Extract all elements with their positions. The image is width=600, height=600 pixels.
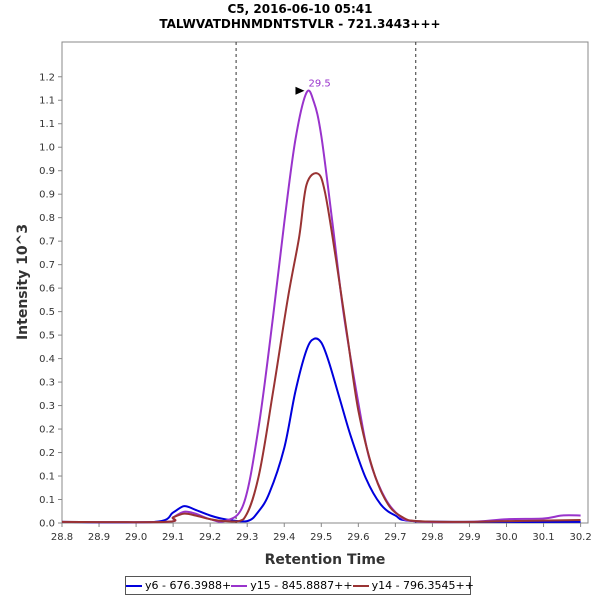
x-tick-label: 30.1 bbox=[532, 532, 554, 543]
legend-item-y6: y6 - 676.3988+ bbox=[126, 579, 231, 592]
x-tick-label: 29.1 bbox=[162, 532, 184, 543]
y-tick-label: 1.1 bbox=[39, 96, 55, 107]
x-tick-label: 30.0 bbox=[495, 532, 517, 543]
legend-item-y15: y15 - 845.8887++ bbox=[231, 579, 353, 592]
y-tick-label: 0.9 bbox=[39, 166, 55, 177]
y-axis: 0.0 0.1 0.1 0.2 0.2 0.3 0.3 0.4 0.5 0.5 0.6 0.7 0.7 0… bbox=[39, 72, 62, 530]
series-line-0 bbox=[61, 337, 581, 524]
y-tick-label: 0.3 bbox=[39, 378, 55, 389]
y-tick-label: 1.1 bbox=[39, 119, 55, 130]
x-tick-label: 28.9 bbox=[88, 532, 110, 543]
legend-label-y14: y14 - 796.3545++ bbox=[371, 579, 474, 592]
y-tick-label: 0.0 bbox=[39, 519, 55, 530]
y-tick-label: 1.0 bbox=[39, 143, 55, 154]
legend-label-y6: y6 - 676.3988+ bbox=[145, 579, 232, 592]
x-tick-label: 29.0 bbox=[125, 532, 147, 543]
y-tick-label: 0.2 bbox=[39, 448, 55, 459]
series-lines bbox=[61, 89, 581, 524]
series-line-2 bbox=[61, 172, 581, 524]
legend-label-y15: y15 - 845.8887++ bbox=[250, 579, 353, 592]
legend-swatch-y6 bbox=[126, 584, 142, 587]
x-tick-label: 29.5 bbox=[310, 532, 332, 543]
x-tick-label: 29.8 bbox=[421, 532, 443, 543]
plot-area bbox=[61, 41, 589, 524]
chart-title: C5, 2016-06-10 05:41 bbox=[227, 2, 372, 16]
y-tick-label: 1.2 bbox=[39, 72, 55, 83]
y-tick-label: 0.5 bbox=[39, 307, 55, 318]
x-axis: 28.8 28.9 29.0 29.1 29.2 29.3 29.4 29.5 29.6 29.7… bbox=[51, 523, 592, 543]
y-tick-label: 0.7 bbox=[39, 260, 55, 271]
y-tick-label: 0.5 bbox=[39, 331, 55, 342]
x-tick-label: 29.9 bbox=[458, 532, 480, 543]
x-tick-label: 29.4 bbox=[273, 532, 295, 543]
x-tick-label: 29.6 bbox=[347, 532, 369, 543]
y-tick-label: 0.7 bbox=[39, 237, 55, 248]
x-tick-label: 30.2 bbox=[569, 532, 591, 543]
peak-boundaries bbox=[235, 42, 417, 523]
y-tick-label: 0.1 bbox=[39, 495, 55, 506]
legend-swatch-y14 bbox=[352, 584, 369, 587]
y-tick-label: 0.2 bbox=[39, 425, 55, 436]
peak-marker-arrow bbox=[295, 86, 305, 95]
y-tick-label: 0.3 bbox=[39, 401, 55, 412]
y-tick-label: 0.9 bbox=[39, 190, 55, 201]
y-tick-label: 0.1 bbox=[39, 472, 55, 483]
y-tick-label: 0.4 bbox=[39, 354, 55, 365]
x-axis-label: Retention Time bbox=[265, 552, 386, 568]
legend-swatch-y15 bbox=[231, 584, 248, 587]
legend-item-y14: y14 - 796.3545++ bbox=[352, 579, 474, 592]
x-tick-label: 29.7 bbox=[384, 532, 406, 543]
x-tick-label: 29.3 bbox=[236, 532, 258, 543]
chart-legend: y6 - 676.3988+ y15 - 845.8887++ y14 - 79… bbox=[125, 576, 474, 595]
peak-label: 29.5 bbox=[308, 79, 330, 90]
x-tick-label: 29.2 bbox=[199, 532, 221, 543]
peak-annotation: 29.5 bbox=[295, 79, 331, 95]
x-tick-label: 28.8 bbox=[51, 532, 73, 543]
y-tick-label: 0.8 bbox=[39, 213, 55, 224]
y-tick-label: 0.6 bbox=[39, 284, 55, 295]
y-axis-label: Intensity 10^3 bbox=[15, 224, 31, 340]
chart-subtitle: TALWVATDHNMDNTSTVLR - 721.3443+++ bbox=[159, 17, 440, 31]
